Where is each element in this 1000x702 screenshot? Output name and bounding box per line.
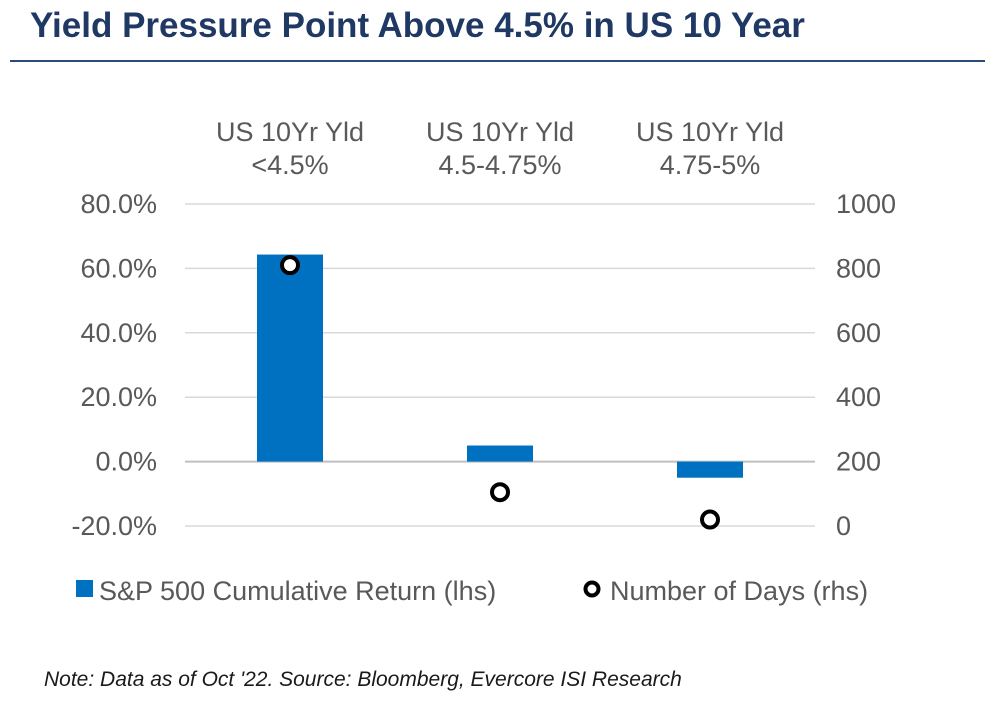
right-tick-label: 800	[836, 253, 881, 283]
category-label: US 10Yr Yld	[426, 117, 574, 147]
right-tick-label: 600	[836, 318, 881, 348]
legend-marker-label: Number of Days (rhs)	[610, 576, 868, 606]
title-divider	[10, 60, 985, 62]
category-label: 4.75-5%	[660, 150, 761, 180]
left-tick-label: 0.0%	[95, 447, 157, 477]
left-tick-label: 80.0%	[80, 189, 157, 219]
left-tick-label: -20.0%	[71, 511, 157, 541]
legend-bar-label: S&P 500 Cumulative Return (lhs)	[99, 576, 496, 606]
bar	[677, 461, 743, 478]
days-marker	[280, 255, 300, 276]
category-label: 4.5-4.75%	[438, 150, 561, 180]
left-tick-label: 20.0%	[80, 382, 157, 412]
chart: -20.0% 0.0% 20.0% 40.0% 60.0% 80.0% 0 200 400 60…	[71, 117, 896, 606]
source-note: Note: Data as of Oct '22. Source: Bloomb…	[44, 668, 682, 691]
right-tick-label: 1000	[836, 189, 896, 219]
markers	[280, 255, 720, 530]
legend: S&P 500 Cumulative Return (lhs) Number o…	[76, 576, 868, 606]
days-marker	[490, 482, 510, 503]
left-axis-ticks: -20.0% 0.0% 20.0% 40.0% 60.0% 80.0%	[71, 189, 157, 541]
legend-marker-swatch	[583, 580, 601, 598]
bar	[467, 445, 533, 462]
left-tick-label: 40.0%	[80, 318, 157, 348]
category-label: <4.5%	[251, 150, 328, 180]
category-label: US 10Yr Yld	[216, 117, 364, 147]
bars	[257, 254, 743, 478]
page-title: Yield Pressure Point Above 4.5% in US 10…	[30, 6, 805, 45]
legend-bar-swatch	[76, 580, 93, 597]
right-tick-label: 200	[836, 447, 881, 477]
right-tick-label: 0	[836, 511, 851, 541]
bar	[257, 254, 323, 462]
category-label: US 10Yr Yld	[636, 117, 784, 147]
days-marker	[700, 509, 720, 530]
right-axis-ticks: 0 200 400 600 800 1000	[836, 189, 896, 541]
left-tick-label: 60.0%	[80, 253, 157, 283]
right-tick-label: 400	[836, 382, 881, 412]
